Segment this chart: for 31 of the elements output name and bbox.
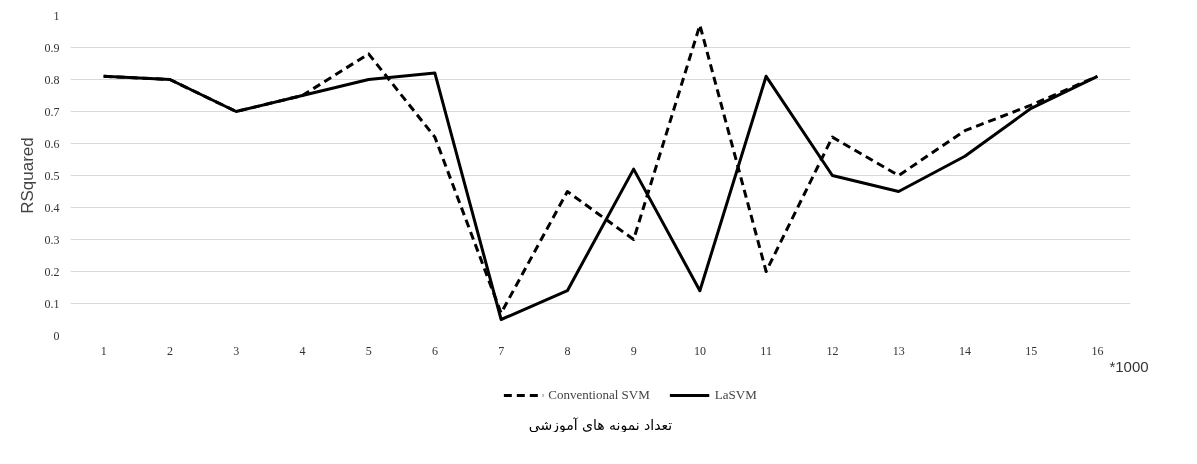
y-tick-label: 0.8 (44, 72, 60, 87)
x-tick-label: 6 (431, 343, 438, 358)
y-axis-title: RSquared (17, 137, 37, 214)
y-tick-label: 0.4 (44, 200, 60, 215)
text: *1000 (1109, 357, 1149, 375)
x-tick-label: 4 (299, 343, 306, 358)
y-tick-label: 0.3 (44, 232, 60, 247)
y-tick-label: 0.9 (44, 40, 60, 55)
legend-label: Conventional SVM (548, 386, 650, 403)
y-tick-label: 0.5 (44, 168, 60, 183)
x-tick-label: 9 (630, 343, 637, 358)
x-tick-label: 12 (826, 343, 839, 358)
legend-label: LaSVM (714, 386, 757, 403)
x-tick-label: 15 (1025, 343, 1038, 358)
y-tick-label: 0.1 (44, 296, 60, 311)
x-tick-label: 13 (892, 343, 905, 358)
x-tick-label: 11 (760, 343, 772, 358)
y-tick-label: 0.2 (44, 264, 60, 279)
x-tick-label: 5 (365, 343, 372, 358)
y-tick-label: 1 (53, 8, 60, 23)
x-tick-label: 8 (564, 343, 571, 358)
y-tick-label: 0.6 (44, 136, 60, 151)
x-tick-label: 16 (1091, 343, 1104, 358)
x-tick-label: 3 (233, 343, 240, 358)
y-tick-label: 0 (53, 328, 60, 343)
x-tick-label: 1 (100, 343, 107, 358)
y-tick-label: 0.7 (44, 104, 60, 119)
x-tick-label: 7 (498, 343, 505, 358)
x-tick-label: 10 (693, 343, 706, 358)
x-tick-label: 2 (166, 343, 173, 358)
x-tick-label: 14 (958, 343, 971, 358)
